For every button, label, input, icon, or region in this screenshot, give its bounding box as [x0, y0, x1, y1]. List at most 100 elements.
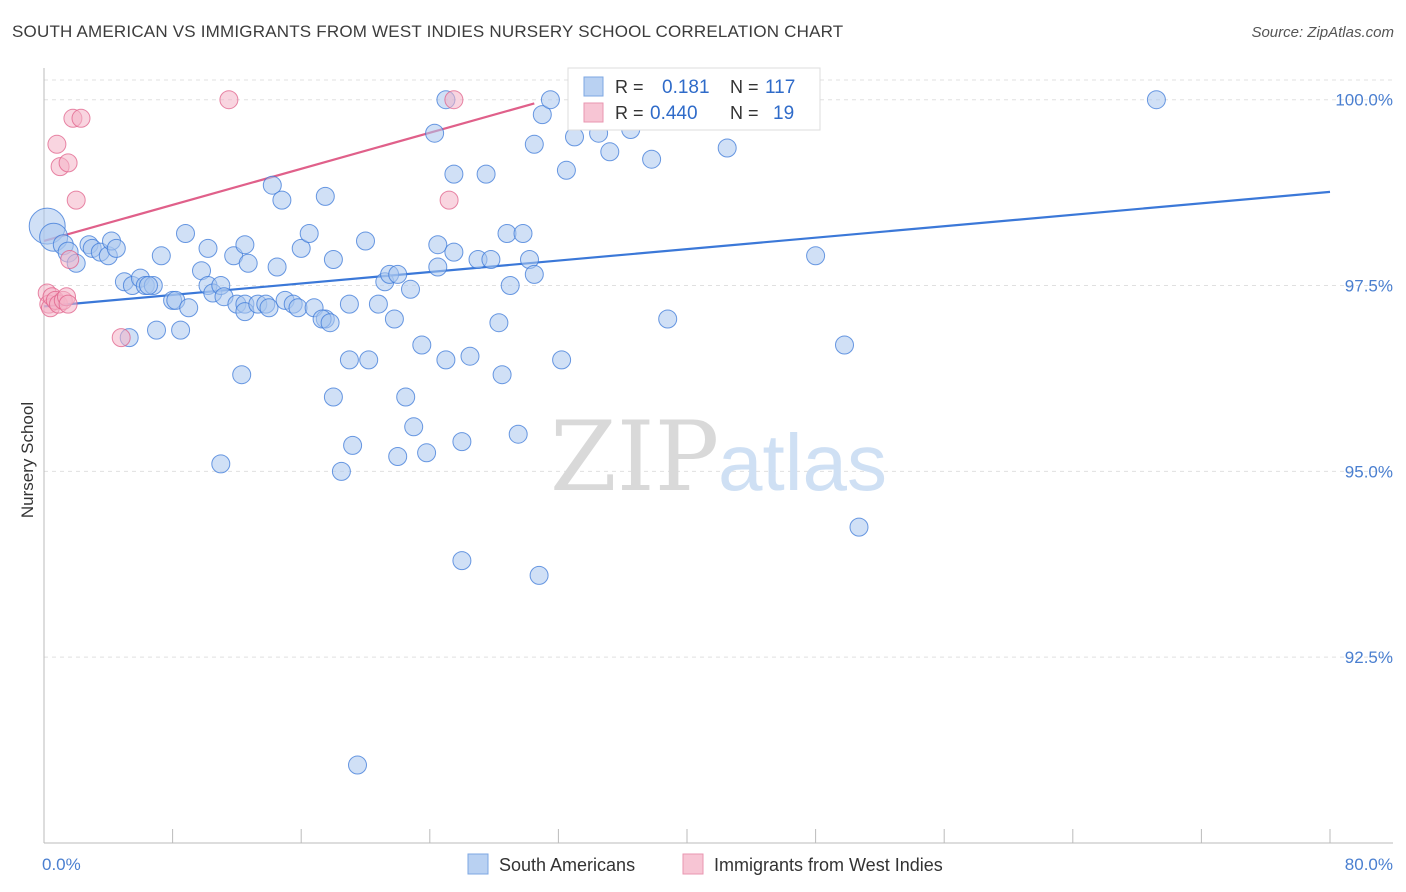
- point-south-american-10: [106, 238, 126, 258]
- point-south-american-92: [524, 264, 544, 284]
- point-south-american-32: [211, 454, 231, 474]
- point-south-american-74: [428, 257, 448, 277]
- point-south-american-96: [540, 90, 560, 110]
- point-south-american-28: [198, 238, 218, 258]
- point-south-american-62: [356, 231, 375, 251]
- point-south-american-34: [232, 365, 252, 385]
- point-west-indies-15: [60, 250, 80, 269]
- point-south-american-17: [139, 276, 158, 295]
- point-west-indies-13: [71, 108, 91, 128]
- axes: [43, 68, 1393, 844]
- point-south-american-113: [1146, 90, 1166, 110]
- point-south-american-66: [384, 309, 404, 329]
- point-south-american-48: [291, 238, 311, 258]
- point-south-american-95: [532, 105, 552, 125]
- point-south-american-19: [147, 320, 166, 340]
- point-south-american-97: [552, 350, 572, 370]
- point-south-american-42: [267, 257, 287, 277]
- point-south-american-98: [556, 160, 576, 180]
- legend-swatch-south-americans: [467, 853, 489, 875]
- point-west-indies-14: [66, 190, 86, 210]
- point-south-american-81: [460, 346, 480, 366]
- point-south-american-67: [388, 447, 408, 466]
- point-south-american-108: [717, 138, 737, 158]
- stats-box-frame: [567, 67, 821, 131]
- point-south-american-24: [176, 224, 195, 243]
- point-south-american-84: [481, 250, 501, 269]
- point-south-american-86: [492, 365, 512, 385]
- point-south-american-110: [806, 246, 826, 266]
- point-south-american-43: [262, 175, 282, 195]
- point-south-american-89: [508, 424, 528, 444]
- trend-lines: [43, 102, 1331, 308]
- point-south-american-44: [272, 190, 292, 210]
- point-south-american-18: [151, 246, 171, 266]
- trend-line-west-indies: [43, 102, 535, 243]
- point-south-american-94: [529, 565, 549, 585]
- point-south-american-23: [179, 298, 199, 318]
- point-south-american-73: [428, 235, 448, 255]
- point-south-american-116: [425, 123, 445, 143]
- point-south-american-22: [171, 320, 191, 340]
- point-south-american-90: [513, 224, 533, 243]
- point-south-american-79: [452, 432, 472, 452]
- y-tick-labels: 100.0% 97.5% 95.0% 92.5%: [1335, 91, 1393, 667]
- source-credit: Source: ZipAtlas.com: [1251, 24, 1394, 41]
- legend-swatch-west-indies: [682, 853, 704, 875]
- point-south-american-51: [315, 186, 335, 206]
- point-south-american-93: [524, 134, 544, 154]
- point-south-american-99: [565, 127, 584, 147]
- point-south-american-68: [396, 387, 416, 407]
- stats-n-label-2: N =: [730, 103, 759, 123]
- watermark-atlas: atlas: [718, 418, 887, 507]
- point-south-american-88: [500, 276, 520, 295]
- point-south-american-111: [835, 335, 854, 355]
- point-south-american-107: [658, 309, 678, 329]
- chart-title: SOUTH AMERICAN VS IMMIGRANTS FROM WEST I…: [12, 22, 844, 41]
- point-south-american-56: [323, 387, 343, 407]
- point-south-american-59: [343, 435, 363, 455]
- stats-n-label-1: N =: [730, 77, 759, 97]
- point-south-american-47: [288, 298, 308, 318]
- point-south-american-80: [452, 551, 472, 571]
- stats-swatch-blue: [583, 76, 604, 97]
- stats-n-value-1: 117: [765, 77, 795, 98]
- point-south-american-87: [497, 224, 517, 243]
- point-south-american-57: [331, 461, 351, 481]
- y-tick-label-3: 92.5%: [1345, 648, 1393, 667]
- stats-r-value-2: 0.440: [650, 103, 698, 124]
- data-points: [28, 90, 1166, 775]
- point-south-american-70: [404, 417, 424, 437]
- series-legend: South Americans Immigrants from West Ind…: [467, 853, 943, 875]
- x-tick-max: 80.0%: [1345, 855, 1393, 874]
- x-tick-labels: 0.0% 80.0%: [42, 855, 1393, 874]
- point-south-american-76: [444, 242, 464, 262]
- point-south-american-83: [476, 164, 496, 184]
- point-south-american-60: [339, 294, 359, 314]
- stats-r-value-1: 0.181: [662, 77, 710, 98]
- point-west-indies-17: [219, 90, 239, 110]
- point-south-american-115: [359, 350, 379, 370]
- point-west-indies-9: [47, 134, 67, 154]
- legend-label-west-indies: Immigrants from West Indies: [714, 855, 943, 875]
- y-tick-label-2: 95.0%: [1345, 462, 1393, 481]
- stats-r-label-2: R =: [615, 103, 644, 123]
- point-south-american-38: [235, 235, 255, 255]
- y-tick-label-1: 97.5%: [1345, 277, 1393, 296]
- point-south-american-112: [849, 517, 869, 537]
- point-south-american-72: [417, 443, 437, 463]
- point-south-american-55: [323, 250, 343, 269]
- point-south-american-41: [259, 298, 279, 318]
- stats-n-value-2: 19: [773, 103, 794, 124]
- legend-label-south-americans: South Americans: [499, 855, 635, 875]
- x-tick-min: 0.0%: [42, 855, 81, 874]
- point-south-american-77: [444, 164, 464, 184]
- watermark-zip: ZIP: [550, 401, 719, 513]
- point-south-american-85: [489, 313, 509, 333]
- point-south-american-102: [600, 142, 620, 162]
- trend-line-south-americans: [43, 190, 1331, 308]
- watermark: ZIP atlas: [550, 401, 887, 513]
- stats-legend: R = 0.181 N = 117 R = 0.440 N = 19: [567, 67, 821, 131]
- point-south-american-71: [412, 335, 432, 355]
